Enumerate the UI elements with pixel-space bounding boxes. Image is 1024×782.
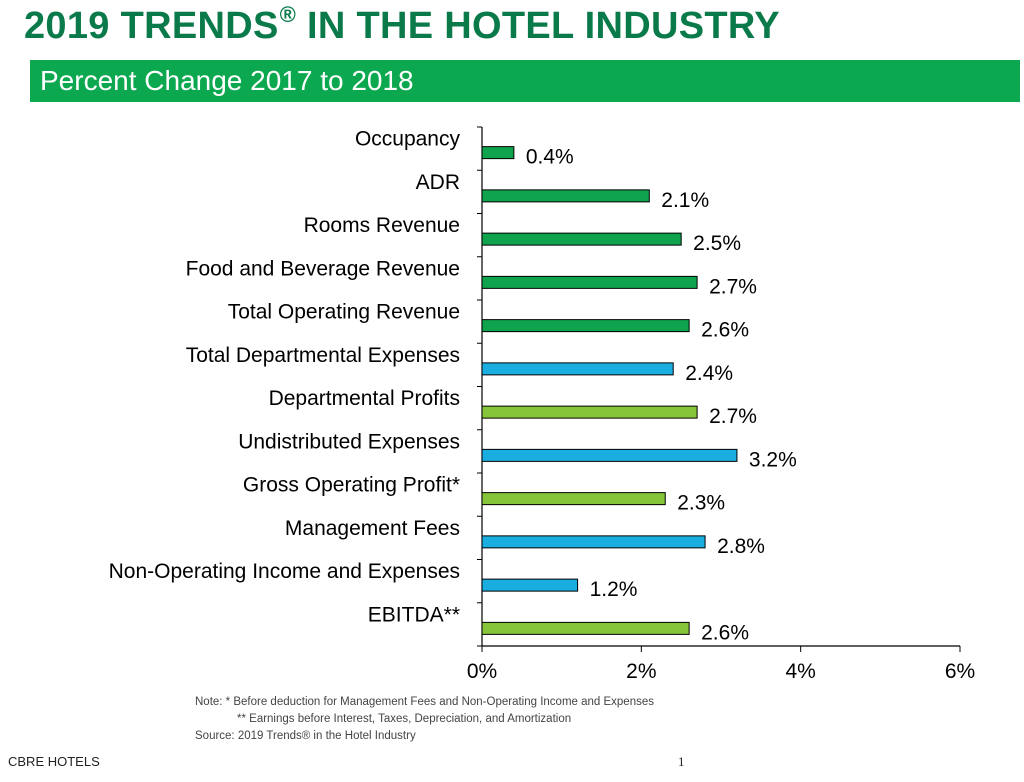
- bar: [481, 448, 738, 462]
- bar: [481, 232, 682, 246]
- title-main: 2019 TRENDS: [24, 5, 279, 47]
- bar: [481, 319, 690, 333]
- category-label: EBITDA**: [368, 603, 460, 626]
- category-label: Departmental Profits: [269, 387, 460, 410]
- footer-brand: CBRE HOTELS: [8, 754, 100, 769]
- x-tick-label: 2%: [626, 660, 656, 683]
- value-label: 2.6%: [701, 319, 749, 342]
- subtitle-bar: Percent Change 2017 to 2018: [30, 60, 1020, 102]
- value-label: 2.5%: [693, 232, 741, 255]
- category-label: ADR: [416, 171, 460, 194]
- value-label: 0.4%: [526, 146, 574, 169]
- chart-subtitle: Percent Change 2017 to 2018: [40, 65, 414, 96]
- x-tick-label: 0%: [467, 660, 497, 683]
- bar: [481, 146, 515, 160]
- bar: [481, 535, 706, 549]
- value-label: 1.2%: [590, 578, 638, 601]
- value-label: 2.7%: [709, 405, 757, 428]
- bar: [481, 492, 666, 506]
- category-label: Total Operating Revenue: [228, 301, 460, 324]
- category-label: Management Fees: [285, 517, 460, 540]
- value-label: 3.2%: [749, 448, 797, 471]
- category-label: Food and Beverage Revenue: [186, 257, 460, 280]
- category-label: Non-Operating Income and Expenses: [109, 560, 460, 583]
- bar: [481, 189, 650, 203]
- title-registered-mark: ®: [279, 2, 297, 27]
- source-line: Source: 2019 Trends® in the Hotel Indust…: [195, 730, 416, 742]
- notes: Note: * Before deduction for Management …: [195, 694, 654, 745]
- bar: [481, 621, 690, 635]
- value-label: 2.1%: [661, 189, 709, 212]
- category-label: Gross Operating Profit*: [243, 474, 460, 497]
- title-rest: IN THE HOTEL INDUSTRY: [296, 5, 780, 47]
- note-line-1: Note: * Before deduction for Management …: [195, 696, 654, 708]
- category-label: Undistributed Expenses: [238, 430, 460, 453]
- bar: [481, 578, 579, 592]
- x-tick-label: 6%: [945, 660, 975, 683]
- bar: [481, 362, 674, 376]
- x-tick-label: 4%: [785, 660, 815, 683]
- value-label: 2.8%: [717, 535, 765, 558]
- bar: [481, 405, 698, 419]
- page-number: 1: [678, 754, 685, 769]
- bar: [481, 275, 698, 289]
- value-label: 2.3%: [677, 492, 725, 515]
- value-label: 2.6%: [701, 621, 749, 644]
- value-label: 2.7%: [709, 275, 757, 298]
- value-label: 2.4%: [685, 362, 733, 385]
- category-label: Total Departmental Expenses: [186, 344, 460, 367]
- category-label: Rooms Revenue: [304, 214, 460, 237]
- category-label: Occupancy: [355, 128, 461, 151]
- page-title: 2019 TRENDS® IN THE HOTEL INDUSTRY: [24, 2, 780, 48]
- note-line-2: ** Earnings before Interest, Taxes, Depr…: [237, 713, 572, 725]
